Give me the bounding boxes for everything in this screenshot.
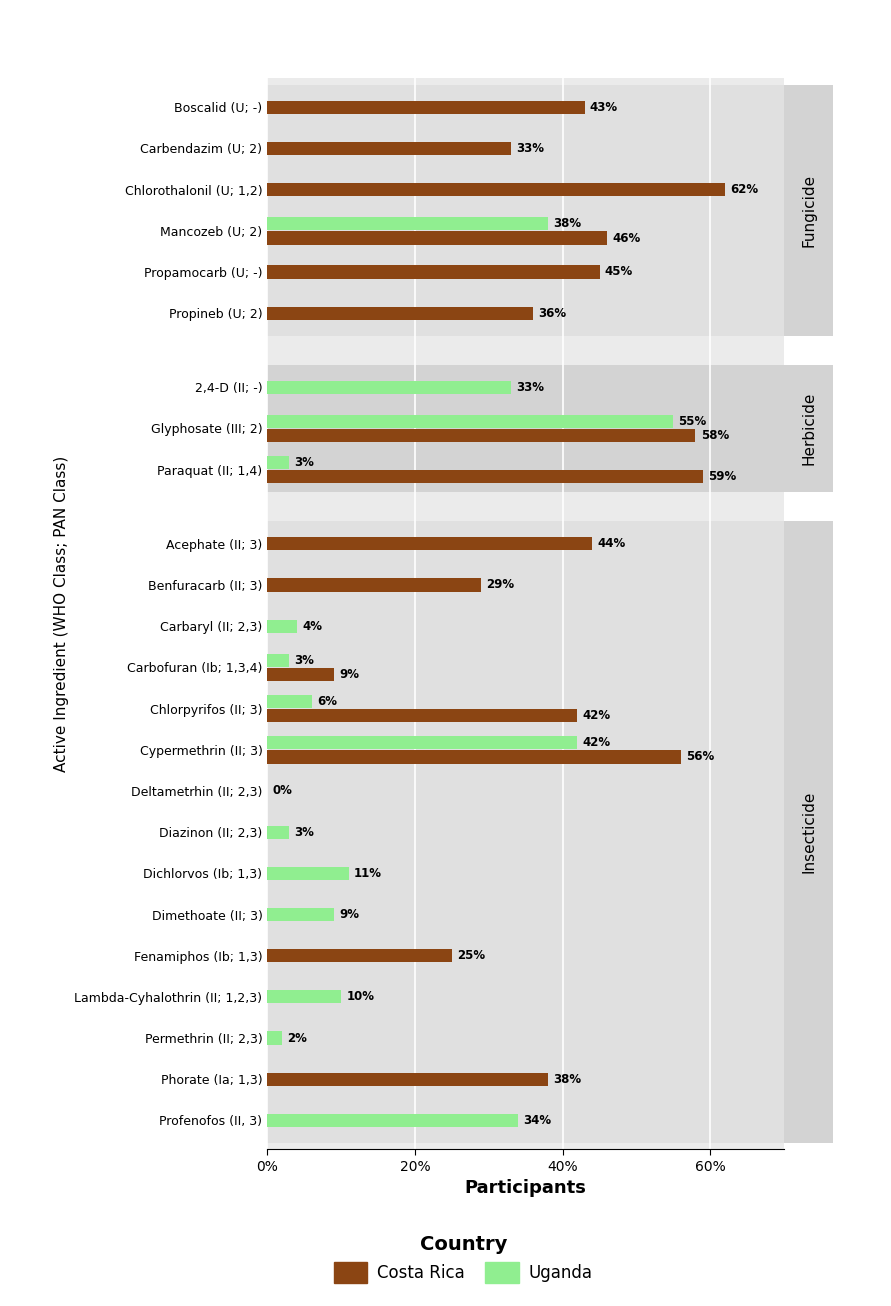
Text: 3%: 3%	[295, 456, 315, 469]
Bar	[267, 653, 290, 666]
Text: 11%: 11%	[354, 867, 381, 880]
Text: 29%: 29%	[486, 579, 515, 592]
Bar	[267, 470, 703, 483]
Bar	[267, 364, 784, 492]
Text: Fungicide: Fungicide	[801, 174, 816, 247]
Bar	[267, 825, 290, 838]
Text: 33%: 33%	[516, 381, 544, 394]
Bar	[267, 1114, 519, 1127]
Text: 46%: 46%	[612, 231, 641, 244]
Text: 6%: 6%	[317, 695, 337, 708]
Text: 44%: 44%	[597, 537, 625, 550]
Bar	[267, 735, 577, 750]
Text: 59%: 59%	[708, 470, 736, 483]
Text: 3%: 3%	[295, 825, 315, 838]
Bar	[267, 537, 593, 550]
Bar	[267, 695, 312, 708]
Bar	[267, 183, 725, 196]
Text: 62%: 62%	[731, 183, 758, 196]
Text: 34%: 34%	[524, 1114, 552, 1127]
Text: Herbicide: Herbicide	[801, 392, 816, 465]
Bar	[267, 430, 696, 443]
Bar	[267, 265, 600, 278]
X-axis label: Participants: Participants	[465, 1179, 586, 1198]
Text: 9%: 9%	[339, 908, 359, 921]
Text: 42%: 42%	[583, 709, 610, 722]
Text: 25%: 25%	[457, 949, 486, 963]
Text: 10%: 10%	[347, 990, 374, 1003]
Bar	[267, 85, 784, 336]
Text: 56%: 56%	[686, 751, 715, 764]
Text: 58%: 58%	[700, 430, 729, 443]
Bar	[267, 709, 577, 722]
Bar	[267, 380, 511, 394]
Text: 4%: 4%	[302, 619, 322, 632]
Text: 2%: 2%	[287, 1032, 307, 1045]
Text: 38%: 38%	[553, 217, 581, 230]
Bar	[267, 521, 784, 1143]
Text: 38%: 38%	[553, 1072, 581, 1085]
Bar	[267, 669, 334, 682]
Bar	[267, 867, 348, 880]
Text: 3%: 3%	[295, 653, 315, 666]
Text: 9%: 9%	[339, 669, 359, 682]
Text: 43%: 43%	[590, 101, 618, 114]
Bar	[267, 1032, 282, 1045]
Bar	[267, 231, 607, 244]
Bar	[267, 456, 290, 469]
Bar	[267, 990, 341, 1003]
Bar	[267, 751, 681, 764]
Bar	[267, 1072, 548, 1085]
Text: 55%: 55%	[679, 415, 707, 428]
Legend: Costa Rica, Uganda: Costa Rica, Uganda	[326, 1226, 601, 1292]
Text: 33%: 33%	[516, 142, 544, 155]
Bar	[267, 908, 334, 921]
Text: 45%: 45%	[605, 265, 633, 278]
Y-axis label: Active Ingredient (WHO Class; PAN Class): Active Ingredient (WHO Class; PAN Class)	[53, 456, 69, 772]
Bar	[267, 101, 584, 114]
Text: Insecticide: Insecticide	[801, 791, 816, 874]
Bar	[267, 142, 511, 155]
Bar	[267, 619, 297, 633]
Text: 36%: 36%	[538, 307, 567, 320]
Text: 0%: 0%	[273, 785, 292, 798]
Bar	[267, 949, 452, 963]
Text: 42%: 42%	[583, 737, 610, 750]
Bar	[267, 414, 674, 428]
Bar	[267, 579, 481, 592]
Bar	[267, 307, 533, 320]
Bar	[267, 217, 548, 230]
